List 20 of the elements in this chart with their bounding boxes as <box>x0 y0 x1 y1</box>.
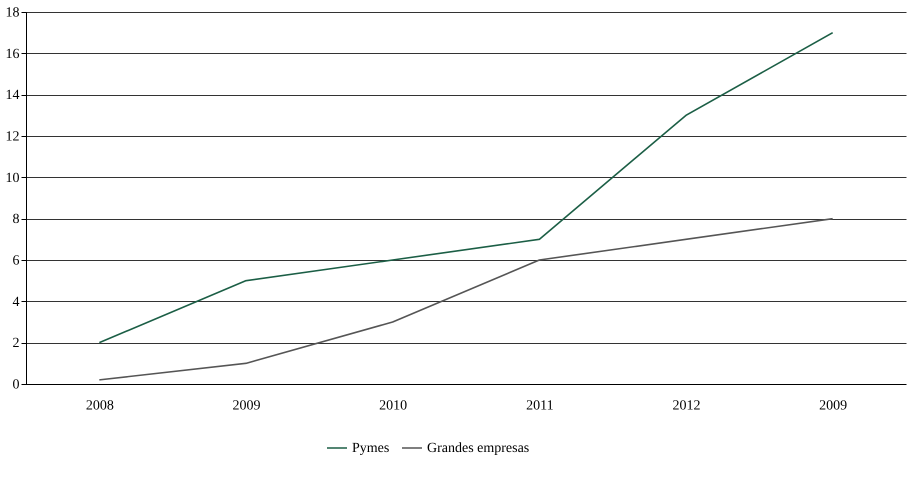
y-tick-label: 8 <box>12 212 20 228</box>
y-tick-label: 14 <box>6 88 20 104</box>
y-tick-label: 2 <box>12 336 20 352</box>
y-tick-label: 0 <box>12 378 20 392</box>
line-series <box>98 218 834 381</box>
x-tick-label: 2009 <box>819 398 848 414</box>
x-tick-label: 2010 <box>379 398 408 414</box>
y-tick-label: 4 <box>12 294 20 310</box>
x-tick-label: 2008 <box>86 398 114 414</box>
y-tick-label: 6 <box>12 254 20 268</box>
y-tick-label: 10 <box>6 170 20 186</box>
legend-label: Grandes empresas <box>427 441 530 456</box>
x-tick-label: 2011 <box>526 398 554 414</box>
x-tick-label: 2012 <box>672 398 700 414</box>
x-tick-label: 2009 <box>232 398 260 414</box>
y-tick-label: 16 <box>6 46 20 62</box>
y-tick-label: 18 <box>6 6 20 20</box>
line-series <box>98 32 834 344</box>
legend-label: Pymes <box>352 441 390 456</box>
y-tick-label: 12 <box>6 130 20 144</box>
